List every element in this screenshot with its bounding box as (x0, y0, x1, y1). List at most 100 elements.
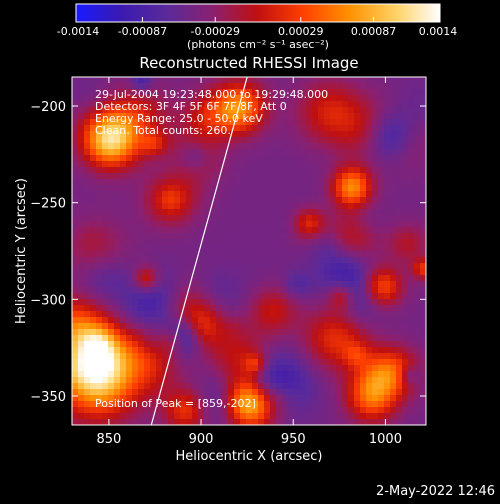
heatmap-cell (312, 239, 319, 246)
heatmap-cell (246, 233, 253, 240)
heatmap-cell (402, 383, 409, 390)
heatmap-cell (162, 215, 169, 222)
heatmap-cell (84, 389, 91, 396)
heatmap-cell (420, 371, 426, 378)
heatmap-cell (300, 359, 307, 366)
heatmap-cell (234, 395, 241, 402)
heatmap-cell (288, 119, 295, 126)
heatmap-cell (324, 137, 331, 144)
heatmap-cell (108, 323, 115, 330)
heatmap-cell (192, 227, 199, 234)
heatmap-cell (156, 113, 163, 120)
heatmap-cell (414, 77, 421, 84)
heatmap-cell (378, 389, 385, 396)
heatmap-cell (240, 323, 247, 330)
heatmap-cell (360, 131, 367, 138)
heatmap-cell (288, 371, 295, 378)
heatmap-cell (372, 227, 379, 234)
heatmap-cell (318, 401, 325, 408)
heatmap-cell (138, 149, 145, 156)
heatmap-cell (138, 77, 145, 84)
heatmap-cell (258, 389, 265, 396)
heatmap-cell (156, 251, 163, 258)
heatmap-cell (282, 239, 289, 246)
heatmap-cell (408, 335, 415, 342)
heatmap-cell (264, 413, 271, 420)
heatmap-cell (216, 275, 223, 282)
heatmap-cell (270, 407, 277, 414)
heatmap-cell (204, 305, 211, 312)
heatmap-cell (258, 167, 265, 174)
heatmap-cell (396, 191, 403, 198)
heatmap-cell (126, 137, 133, 144)
heatmap-cell (372, 167, 379, 174)
heatmap-cell (138, 197, 145, 204)
heatmap-cell (342, 323, 349, 330)
heatmap-cell (198, 395, 205, 402)
heatmap-cell (336, 215, 343, 222)
heatmap-cell (366, 395, 373, 402)
heatmap-cell (342, 83, 349, 90)
heatmap-cell (408, 419, 415, 425)
heatmap-cell (342, 365, 349, 372)
heatmap-cell (342, 275, 349, 282)
annotation-total-counts: Clean. Total counts: 260. (95, 124, 231, 137)
heatmap-cell (336, 155, 343, 162)
heatmap-cell (144, 407, 151, 414)
heatmap-cell (120, 197, 127, 204)
heatmap-cell (90, 137, 97, 144)
heatmap-cell (372, 407, 379, 414)
heatmap-cell (288, 251, 295, 258)
heatmap-cell (168, 317, 175, 324)
heatmap-cell (84, 95, 91, 102)
heatmap-cell (270, 179, 277, 186)
heatmap-cell (384, 197, 391, 204)
heatmap-cell (414, 101, 421, 108)
heatmap-cell (300, 131, 307, 138)
heatmap-cell (402, 179, 409, 186)
heatmap-cell (348, 197, 355, 204)
heatmap-cell (96, 293, 103, 300)
heatmap-cell (102, 299, 109, 306)
heatmap-cell (150, 149, 157, 156)
heatmap-cell (84, 239, 91, 246)
heatmap-cell (72, 275, 79, 282)
heatmap-cell (252, 287, 259, 294)
heatmap-cell (234, 365, 241, 372)
heatmap-cell (354, 245, 361, 252)
heatmap-cell (108, 227, 115, 234)
heatmap-cell (318, 203, 325, 210)
heatmap-cell (222, 233, 229, 240)
heatmap-cell (282, 191, 289, 198)
colorbar-tick-label: 0.00029 (278, 25, 324, 38)
heatmap-cell (144, 353, 151, 360)
heatmap-cell (396, 281, 403, 288)
heatmap-cell (162, 173, 169, 180)
heatmap-cell (180, 269, 187, 276)
heatmap-cell (348, 149, 355, 156)
heatmap-cell (348, 311, 355, 318)
heatmap-cell (162, 401, 169, 408)
heatmap-cell (78, 161, 85, 168)
heatmap-cell (312, 359, 319, 366)
heatmap-cell (318, 179, 325, 186)
heatmap-cell (294, 407, 301, 414)
heatmap-cell (102, 155, 109, 162)
heatmap-cell (288, 335, 295, 342)
heatmap-cell (384, 353, 391, 360)
heatmap-cell (408, 143, 415, 150)
heatmap-cell (384, 107, 391, 114)
heatmap-cell (276, 269, 283, 276)
heatmap-cell (138, 161, 145, 168)
heatmap-cell (234, 293, 241, 300)
heatmap-cell (312, 161, 319, 168)
heatmap-cell (348, 245, 355, 252)
heatmap-cell (180, 401, 187, 408)
heatmap-cell (282, 377, 289, 384)
heatmap-cell (318, 167, 325, 174)
heatmap-cell (246, 293, 253, 300)
heatmap-cell (420, 299, 426, 306)
heatmap-cell (234, 245, 241, 252)
heatmap-cell (198, 83, 205, 90)
heatmap-cell (120, 383, 127, 390)
